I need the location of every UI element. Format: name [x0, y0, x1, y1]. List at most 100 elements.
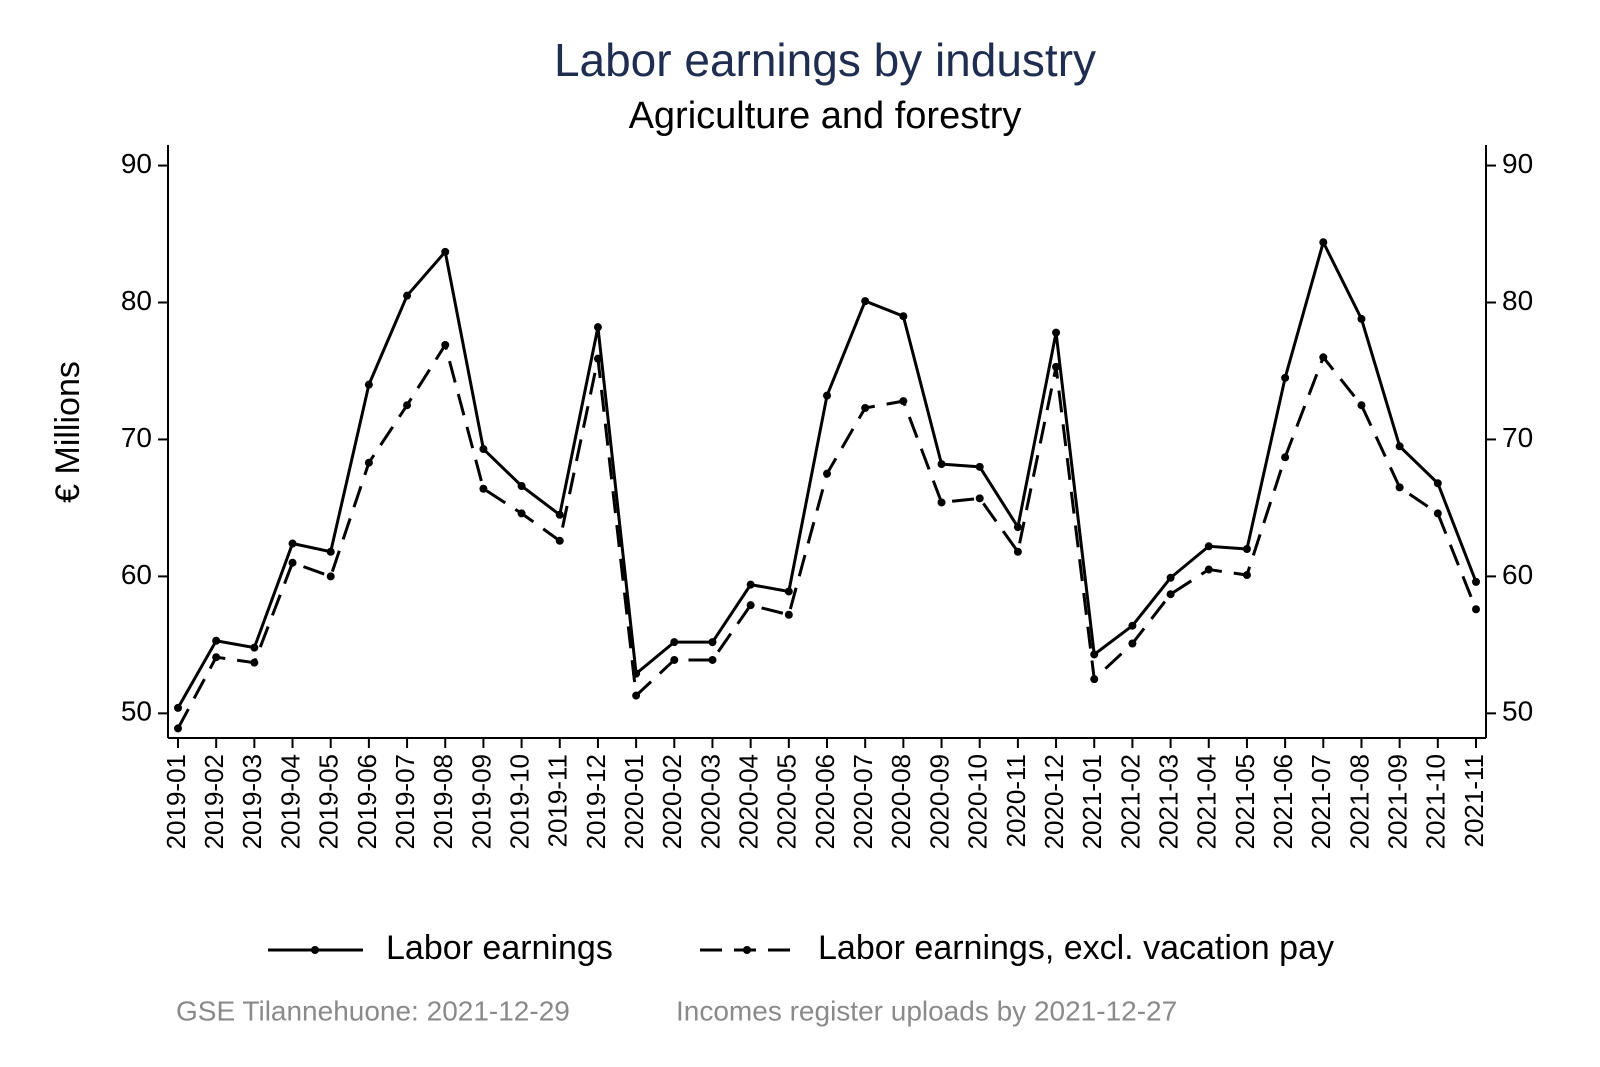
x-tick-label: 2020-10 — [963, 754, 993, 849]
x-tick-label: 2020-06 — [810, 754, 840, 849]
series-point — [1395, 442, 1404, 451]
series-point — [823, 391, 831, 400]
series-point — [975, 494, 984, 503]
x-tick-label: 2020-08 — [886, 754, 916, 849]
series-point — [861, 403, 870, 412]
series-point — [861, 297, 870, 306]
series-point — [1242, 545, 1251, 554]
series-point — [1052, 362, 1061, 371]
series-point — [1090, 675, 1099, 684]
x-tick-label: 2019-06 — [352, 754, 382, 849]
x-tick-label: 2021-03 — [1153, 754, 1183, 849]
series-point — [1052, 328, 1061, 337]
series-point — [1128, 621, 1137, 630]
x-tick-label: 2019-03 — [237, 754, 267, 849]
series-point — [250, 643, 259, 652]
series-point — [784, 587, 793, 596]
series-point — [708, 638, 717, 647]
x-tick-label: 2021-09 — [1383, 754, 1413, 849]
x-tick-label: 2021-08 — [1344, 754, 1374, 849]
series-point — [441, 247, 450, 256]
series-point — [823, 469, 831, 478]
legend-point — [743, 946, 751, 954]
x-tick-label: 2021-04 — [1192, 754, 1222, 849]
series-point — [1166, 573, 1175, 582]
series-point — [288, 558, 297, 567]
x-tick-label: 2021-05 — [1230, 754, 1260, 849]
series-point — [1013, 523, 1022, 532]
series-point — [1281, 373, 1290, 382]
x-tick-label: 2020-04 — [734, 754, 764, 849]
x-tick-label: 2020-03 — [695, 754, 725, 849]
x-tick-label: 2020-02 — [657, 754, 687, 849]
x-tick-label: 2021-01 — [1077, 754, 1107, 849]
series-point — [479, 445, 488, 454]
legend-label: Labor earnings — [386, 929, 613, 967]
x-tick-label: 2019-12 — [581, 754, 611, 849]
x-tick-label: 2019-11 — [543, 754, 573, 848]
y2-tick-label: 80 — [1502, 285, 1533, 316]
series-point — [479, 484, 488, 493]
x-tick-label: 2019-08 — [428, 754, 458, 849]
chart-subtitle: Agriculture and forestry — [629, 95, 1022, 137]
series-point — [1472, 577, 1480, 586]
x-tick-label: 2021-02 — [1115, 754, 1145, 849]
series-point — [784, 610, 793, 619]
series-point — [975, 462, 984, 471]
series-point — [326, 572, 335, 581]
legend-point — [311, 946, 319, 954]
series-point — [1128, 639, 1137, 648]
series-point — [174, 703, 182, 712]
series-point — [1319, 238, 1328, 247]
x-tick-label: 2020-05 — [772, 754, 802, 849]
series-point — [364, 380, 373, 389]
series-point — [1166, 590, 1175, 599]
x-tick-label: 2020-12 — [1039, 754, 1069, 849]
footnote: GSE Tilannehuone: 2021-12-29 — [176, 995, 570, 1026]
series-point — [899, 312, 908, 321]
series-point — [1013, 547, 1022, 556]
series-point — [746, 580, 755, 589]
series-point — [899, 397, 908, 406]
x-tick-label: 2019-05 — [314, 754, 344, 849]
series-point — [288, 539, 297, 548]
series-point — [441, 340, 450, 349]
x-tick-label: 2019-07 — [390, 754, 420, 849]
series-point — [746, 601, 755, 610]
x-tick-label: 2019-01 — [161, 754, 191, 849]
y2-tick-label: 50 — [1502, 696, 1533, 727]
series-point — [593, 323, 602, 332]
y2-tick-label: 90 — [1502, 148, 1533, 179]
x-tick-label: 2020-07 — [848, 754, 878, 849]
x-tick-label: 2020-01 — [619, 754, 649, 849]
y-tick-label: 50 — [121, 696, 152, 727]
series-point — [174, 724, 182, 733]
x-tick-label: 2021-10 — [1421, 754, 1451, 849]
x-tick-label: 2019-09 — [466, 754, 496, 849]
series-point — [670, 655, 679, 664]
chart-title: Labor earnings by industry — [554, 34, 1096, 86]
y-tick-label: 70 — [121, 422, 152, 453]
series-point — [708, 655, 717, 664]
series-point — [403, 291, 412, 300]
x-tick-label: 2020-11 — [1001, 754, 1031, 848]
series-point — [555, 510, 564, 519]
series-point — [364, 458, 373, 467]
y-tick-label: 90 — [121, 148, 152, 179]
series-point — [1090, 650, 1099, 659]
series-point — [1319, 353, 1328, 362]
series-point — [937, 460, 946, 469]
legend-label: Labor earnings, excl. vacation pay — [818, 929, 1334, 967]
series-point — [555, 536, 564, 545]
x-tick-label: 2020-09 — [924, 754, 954, 849]
series-point — [1472, 605, 1480, 614]
x-tick-label: 2021-11 — [1459, 754, 1489, 848]
y2-tick-label: 60 — [1502, 559, 1533, 590]
y-tick-label: 60 — [121, 559, 152, 590]
series-point — [212, 653, 221, 662]
series-point — [326, 547, 335, 556]
series-point — [517, 482, 526, 491]
y-axis-label: € Millions — [49, 361, 87, 503]
series-point — [212, 636, 221, 645]
